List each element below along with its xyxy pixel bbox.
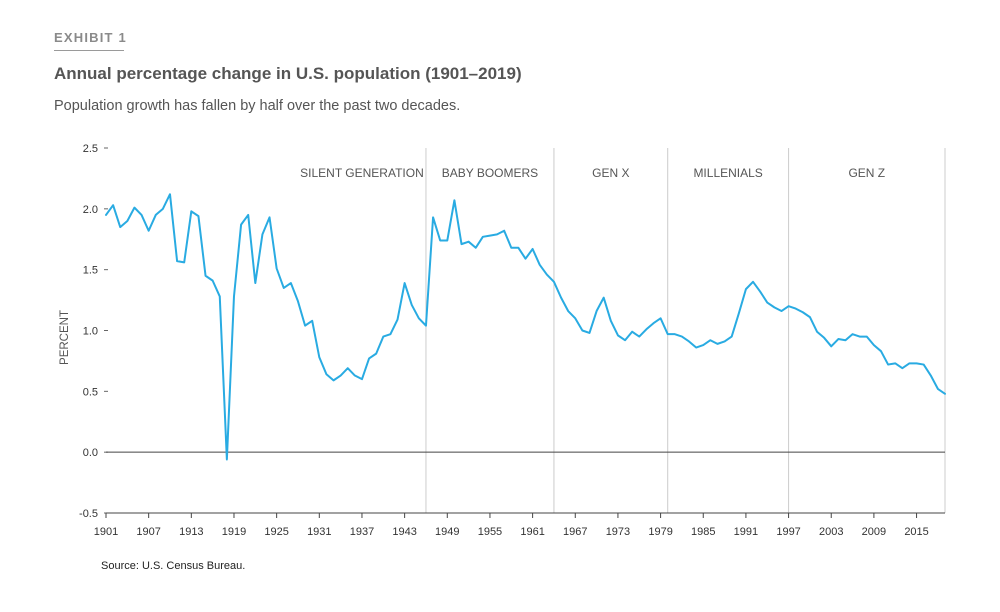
x-tick-label: 1937 [350, 526, 374, 538]
chart-title: Annual percentage change in U.S. populat… [54, 64, 522, 83]
x-tick-label: 1991 [734, 526, 758, 538]
y-axis-label: PERCENT [59, 310, 71, 365]
x-tick-label: 1949 [435, 526, 459, 538]
x-tick-label: 1973 [606, 526, 630, 538]
exhibit-label: EXHIBIT 1 [54, 30, 127, 45]
x-tick-label: 1931 [307, 526, 331, 538]
x-tick-label: 1913 [179, 526, 203, 538]
x-tick-label: 1997 [776, 526, 800, 538]
generation-label: GEN X [592, 166, 629, 180]
x-tick-label: 1985 [691, 526, 715, 538]
x-tick-label: 1919 [222, 526, 246, 538]
population-change-line [105, 193, 946, 461]
x-tick-label: 1925 [264, 526, 288, 538]
x-tick-label: 2003 [819, 526, 843, 538]
y-tick-label: 2.5 [83, 143, 98, 155]
y-tick-label: 1.0 [83, 326, 98, 338]
y-tick-label: 2.0 [83, 204, 98, 216]
y-tick-label: -0.5 [79, 508, 98, 520]
x-tick-label: 2009 [862, 526, 886, 538]
generation-label: GEN Z [848, 166, 885, 180]
generation-label: MILLENIALS [693, 166, 762, 180]
x-tick-label: 1979 [648, 526, 672, 538]
y-tick-label: 0.5 [83, 386, 98, 398]
exhibit-underline [54, 50, 124, 51]
x-tick-label: 1901 [94, 526, 118, 538]
generation-label: SILENT GENERATION [300, 166, 424, 180]
x-tick-label: 2015 [904, 526, 928, 538]
x-tick-label: 1955 [478, 526, 502, 538]
generation-label: BABY BOOMERS [442, 166, 538, 180]
x-tick-label: 1907 [136, 526, 160, 538]
source-note: Source: U.S. Census Bureau. [101, 560, 246, 572]
x-tick-label: 1943 [392, 526, 416, 538]
y-tick-label: 0.0 [83, 447, 98, 459]
x-tick-label: 1961 [520, 526, 544, 538]
y-tick-label: 1.5 [83, 265, 98, 277]
x-tick-label: 1967 [563, 526, 587, 538]
chart-subtitle: Population growth has fallen by half ove… [54, 98, 461, 114]
